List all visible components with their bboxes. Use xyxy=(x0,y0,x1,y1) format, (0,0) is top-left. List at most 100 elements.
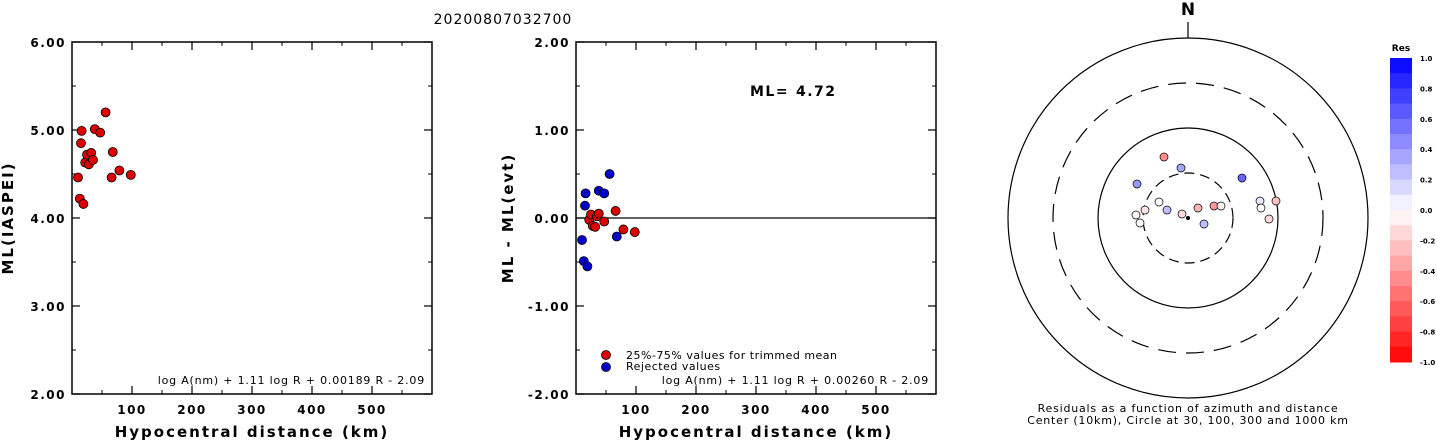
colorbar-segment xyxy=(1390,58,1412,74)
azimuth-residual-panel: N Residuals as a function of azimuth and… xyxy=(1007,0,1435,427)
colorbar-ticks: 1.0 0.8 0.6 0.4 0.2 0.0 -0.2 -0.4 -0.6 -0.8 -1.0 xyxy=(1420,55,1435,367)
colorbar-segment xyxy=(1390,270,1412,287)
station-residual-point xyxy=(1131,210,1141,220)
legend-marker-rejected xyxy=(601,362,611,372)
station-residual-point xyxy=(1132,179,1142,189)
station-residual-point xyxy=(1193,203,1203,213)
colorbar-segment xyxy=(1390,118,1412,135)
data-point xyxy=(107,147,118,157)
station-residual-point xyxy=(1237,173,1247,183)
plot1-frame xyxy=(71,41,433,395)
plot2-points xyxy=(577,169,640,272)
colorbar-segment xyxy=(1390,286,1412,302)
data-point xyxy=(590,221,601,232)
data-point xyxy=(88,155,98,165)
station-residual-point xyxy=(1162,205,1172,215)
station-residual-point xyxy=(1154,197,1164,207)
data-point xyxy=(114,165,125,176)
plot1-points xyxy=(73,107,136,209)
data-point xyxy=(599,216,610,227)
x-tick-label: 100 xyxy=(621,403,651,417)
colorbar-segment xyxy=(1390,149,1412,165)
colorbar xyxy=(1390,58,1412,363)
azimuth-caption-line2: Center (10km), Circle at 30, 100, 300 an… xyxy=(1027,414,1349,427)
x-tick-label: 500 xyxy=(861,403,891,417)
colorbar-segment xyxy=(1390,179,1412,196)
colorbar-segment xyxy=(1390,134,1412,150)
ml-vs-distance-panel: 100 200 300 400 500 2.00 3.00 4.00 5.00 6.00 log … xyxy=(0,36,433,441)
colorbar-tick-label: 0.8 xyxy=(1420,85,1433,93)
x-tick-label: 400 xyxy=(801,403,831,417)
plot2-formula: log A(nm) + 1.11 log R + 0.00260 R - 2.0… xyxy=(662,374,929,387)
data-point xyxy=(611,231,622,242)
station-residual-point xyxy=(1177,209,1187,219)
colorbar-segment xyxy=(1390,88,1412,105)
data-point xyxy=(599,188,610,199)
station-residual-point xyxy=(1140,205,1150,215)
residual-vs-distance-panel: 100 200 300 400 500 -2.00 -1.00 0.00 1.00 2.00 ML… xyxy=(499,36,937,441)
ring-1000km xyxy=(1007,37,1369,399)
station-residual-point xyxy=(1264,214,1274,224)
y-tick-label: 6.00 xyxy=(30,36,66,50)
y-tick-label: -2.00 xyxy=(528,388,570,402)
x-tick-label: 200 xyxy=(681,403,711,417)
colorbar-tick-label: 0.6 xyxy=(1420,116,1433,124)
data-point xyxy=(95,127,106,138)
data-point xyxy=(580,188,591,199)
ml-label: ML= xyxy=(750,84,789,100)
colorbar-segment xyxy=(1390,225,1412,241)
colorbar-segment xyxy=(1390,194,1412,211)
colorbar-segment xyxy=(1390,210,1412,226)
ring-30km xyxy=(1142,172,1234,264)
data-point xyxy=(629,227,640,237)
plot2-ylabel: ML - ML(evt) xyxy=(499,153,517,283)
azimuth-caption-line1: Residuals as a function of azimuth and d… xyxy=(1038,402,1339,415)
plot1-formula: log A(nm) + 1.11 log R + 0.00189 R - 2.0… xyxy=(158,374,425,387)
colorbar-segment xyxy=(1390,103,1412,120)
station-residual-point xyxy=(1216,201,1226,211)
azimuth-points xyxy=(1131,152,1281,229)
epicenter-dot xyxy=(1186,216,1190,220)
colorbar-tick-label: 0.0 xyxy=(1420,207,1433,215)
ring-100km xyxy=(1097,127,1279,309)
colorbar-tick-label: 0.2 xyxy=(1420,177,1433,185)
data-point xyxy=(100,107,111,118)
y-tick-label: 0.00 xyxy=(534,212,570,226)
colorbar-segment xyxy=(1390,73,1412,89)
colorbar-segment xyxy=(1390,164,1412,181)
y-tick-label: 3.00 xyxy=(30,300,66,314)
data-point xyxy=(76,138,86,149)
north-label: N xyxy=(1181,0,1195,20)
station-residual-point xyxy=(1271,196,1281,206)
ring-300km xyxy=(1052,82,1324,354)
station-residual-point xyxy=(1159,152,1169,162)
colorbar-tick-label: -0.8 xyxy=(1420,329,1435,337)
plot2-xlabel: Hypocentral distance (km) xyxy=(619,423,894,441)
ml-value: 4.72 xyxy=(796,84,837,100)
data-point xyxy=(73,172,83,183)
plot2-ticks: 100 200 300 400 500 -2.00 -1.00 0.00 1.00 2.00 xyxy=(528,36,936,417)
station-residual-point xyxy=(1176,163,1186,173)
data-point xyxy=(577,235,587,245)
data-point xyxy=(125,169,136,180)
data-point xyxy=(78,199,89,209)
data-point xyxy=(610,206,621,216)
x-tick-label: 300 xyxy=(741,403,771,417)
colorbar-tick-label: 1.0 xyxy=(1420,55,1433,63)
colorbar-tick-label: -0.6 xyxy=(1420,298,1435,306)
colorbar-title: Res xyxy=(1392,44,1410,54)
colorbar-tick-label: 0.4 xyxy=(1420,146,1433,154)
station-residual-point xyxy=(1135,218,1145,228)
legend-marker-trimmed xyxy=(601,350,611,360)
y-tick-label: 2.00 xyxy=(534,36,570,50)
legend-label-trimmed: 25%-75% values for trimmed mean xyxy=(626,349,838,362)
x-tick-label: 100 xyxy=(117,403,147,417)
data-point xyxy=(106,172,117,183)
data-point xyxy=(76,125,87,136)
y-tick-label: 4.00 xyxy=(30,212,66,226)
y-tick-label: 5.00 xyxy=(30,124,66,138)
colorbar-tick-label: -1.0 xyxy=(1420,359,1435,367)
y-tick-label: 2.00 xyxy=(30,388,66,402)
station-residual-point xyxy=(1256,203,1266,213)
